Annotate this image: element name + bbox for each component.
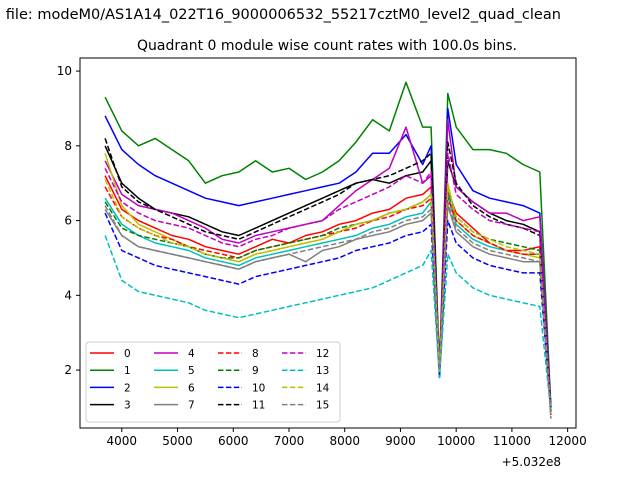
y-tick-label: 10: [57, 64, 72, 78]
series-line-11: [104, 138, 552, 412]
x-tick-label: 6000: [218, 434, 249, 448]
x-axis: 4000 5000 6000 7000 8000 9000 10000 11000 12000: [107, 428, 587, 448]
legend-label-10: 10: [252, 382, 265, 394]
x-offset-label: +5.032e8: [502, 455, 561, 469]
plot-lines: [104, 81, 552, 419]
x-tick-label: 12000: [549, 434, 587, 448]
y-tick-label: 6: [64, 214, 72, 228]
x-tick-label: 4000: [107, 434, 138, 448]
legend-label-7: 7: [188, 400, 195, 412]
legend-label-3: 3: [124, 400, 131, 412]
legend-label-13: 13: [316, 365, 329, 377]
legend-label-1: 1: [124, 365, 131, 377]
legend-label-4: 4: [188, 348, 195, 360]
legend-label-8: 8: [252, 348, 259, 360]
x-tick-label: 7000: [274, 434, 305, 448]
x-tick-label: 10000: [437, 434, 475, 448]
x-tick-label: 9000: [385, 434, 416, 448]
chart-title: Quadrant 0 module wise count rates with …: [137, 38, 517, 54]
legend-label-12: 12: [316, 348, 329, 360]
suptitle: n file: modeM0/AS1A14_022T16_9000006532_…: [0, 7, 561, 23]
series-line-15: [104, 201, 552, 419]
x-tick-label: 5000: [162, 434, 193, 448]
legend-label-2: 2: [124, 382, 131, 394]
legend-label-5: 5: [188, 365, 195, 377]
series-line-4: [104, 118, 552, 412]
series-line-5: [104, 193, 552, 412]
series-line-1: [104, 81, 552, 408]
plot-frame: [79, 57, 577, 429]
legend-label-0: 0: [124, 348, 131, 360]
x-tick-label: 11000: [493, 434, 531, 448]
y-tick-label: 8: [64, 139, 72, 153]
series-line-12: [104, 152, 552, 415]
legend-label-14: 14: [316, 382, 330, 394]
series-line-0: [104, 175, 552, 412]
legend-label-9: 9: [252, 365, 259, 377]
y-tick-label: 2: [64, 363, 72, 377]
y-axis: 2 4 6 8 10: [57, 64, 80, 377]
x-tick-label: 8000: [329, 434, 360, 448]
legend-label-15: 15: [316, 400, 329, 412]
series-line-14: [104, 179, 552, 415]
series-line-2: [104, 107, 552, 408]
legend-label-11: 11: [252, 400, 265, 412]
y-tick-label: 4: [64, 288, 72, 302]
legend-label-6: 6: [188, 382, 195, 394]
legend-box: [85, 341, 341, 423]
